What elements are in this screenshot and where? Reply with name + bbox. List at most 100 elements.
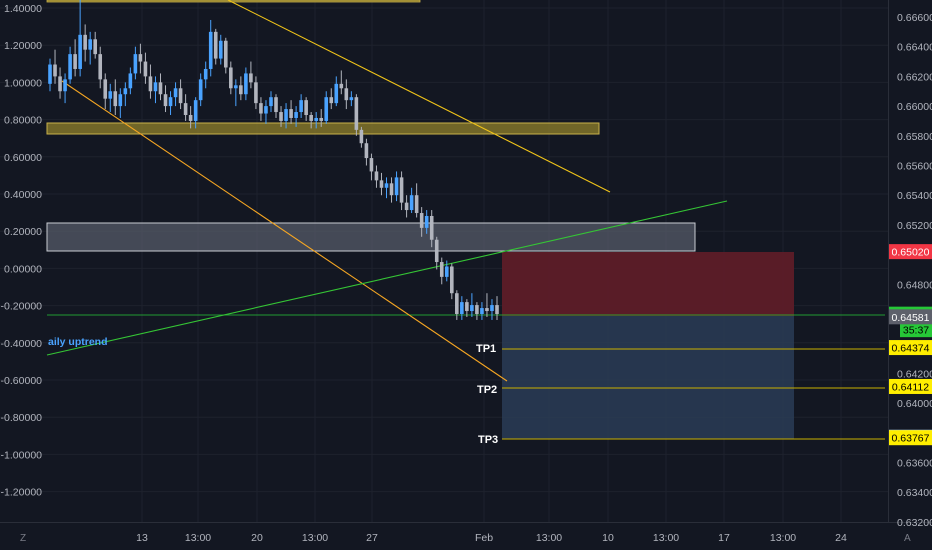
candlestick-series[interactable] <box>48 0 499 320</box>
candle-body <box>449 266 454 294</box>
top-supply-zone[interactable] <box>46 0 421 3</box>
countdown-bg <box>900 322 932 338</box>
supply-zone[interactable] <box>46 122 600 135</box>
left-axis-tick: 0.40000 <box>4 189 42 201</box>
candle-body <box>369 158 374 172</box>
candle-body <box>108 91 113 99</box>
candle-body <box>143 61 148 77</box>
candle-body <box>113 91 118 107</box>
candle-body <box>249 73 253 83</box>
time-axis-tick: 13:00 <box>302 532 328 544</box>
price-label[interactable]: 0.63767 <box>892 433 930 445</box>
right-axis-tick: 0.64000 <box>897 398 932 410</box>
price-label[interactable]: 0.65020 <box>892 247 930 259</box>
candle-body <box>319 117 324 121</box>
candle-body <box>389 183 394 196</box>
candle-body <box>58 76 62 92</box>
candle-body <box>475 305 479 314</box>
candle-body <box>289 109 293 118</box>
tp2-label: TP2 <box>477 384 497 396</box>
left-axis-tick: -0.20000 <box>1 301 43 313</box>
auto-scale-icon[interactable]: A <box>904 533 911 544</box>
candle-body <box>148 76 153 92</box>
right-axis-tick: 0.66600 <box>897 12 932 24</box>
time-axis-tick: Feb <box>475 532 493 544</box>
price-label-bg <box>889 378 932 394</box>
stop-loss-zone[interactable] <box>502 252 794 316</box>
channel-trendline[interactable] <box>61 80 508 382</box>
candle-body <box>394 177 399 196</box>
candle-body <box>98 54 103 80</box>
right-axis-tick: 0.66400 <box>897 42 932 54</box>
left-axis-tick: 0.20000 <box>4 226 42 238</box>
candle-body <box>138 54 143 62</box>
right-axis-tick: 0.65400 <box>897 190 932 202</box>
time-axis[interactable]: 13 13:00 20 13:00 27 Feb 13:00 10 13:00 17 13:00 24 <box>136 532 847 544</box>
uptrend-line[interactable] <box>46 200 728 356</box>
left-axis-tick: -0.60000 <box>1 375 43 387</box>
candle-body <box>123 88 128 95</box>
candle-body <box>78 34 82 69</box>
candle-body <box>495 305 499 314</box>
price-label-bg <box>889 430 932 446</box>
candle-body <box>284 109 288 121</box>
demand-zone[interactable] <box>46 222 696 252</box>
candle-body <box>48 64 52 84</box>
candle-body <box>485 308 489 312</box>
candle-body <box>163 94 168 107</box>
right-axis-tick: 0.66000 <box>897 101 932 113</box>
candle-body <box>264 106 268 114</box>
candle-body <box>173 88 178 98</box>
left-axis-tick: -1.00000 <box>1 449 43 461</box>
price-label[interactable]: 0.64112 <box>892 381 929 393</box>
candle-body <box>153 82 158 92</box>
price-label[interactable]: 0.64581 <box>892 312 930 324</box>
candle-body <box>83 34 87 50</box>
tp3-label: TP3 <box>478 434 498 446</box>
candle-body <box>399 177 404 203</box>
candle-body <box>68 54 72 80</box>
candle-body <box>128 73 133 89</box>
candle-body <box>88 39 92 50</box>
candle-body <box>424 215 429 228</box>
time-axis-tick: 13:00 <box>653 532 679 544</box>
candle-body <box>274 97 278 113</box>
candle-body <box>93 39 98 55</box>
candle-body <box>465 302 469 312</box>
candle-body <box>239 85 243 95</box>
price-label[interactable]: 0.64374 <box>892 343 930 355</box>
bar-countdown: 35:37 <box>903 325 929 337</box>
left-price-axis[interactable]: 1.40000 1.20000 1.00000 0.80000 0.60000 0.400… <box>1 3 43 499</box>
time-axis-tick: 17 <box>718 532 730 544</box>
left-axis-tick: 1.00000 <box>4 77 42 89</box>
candle-body <box>324 97 329 121</box>
candle-body <box>480 308 484 314</box>
left-axis-tick: -0.40000 <box>1 338 43 350</box>
right-axis-tick: 0.65600 <box>897 161 932 173</box>
log-scale-icon[interactable]: Z <box>20 533 26 544</box>
candle-body <box>218 40 223 59</box>
candle-body <box>103 79 108 99</box>
right-axis-tick: 0.63400 <box>897 487 932 499</box>
candle-body <box>444 266 449 277</box>
candle-body <box>455 293 459 314</box>
candle-body <box>354 97 359 130</box>
candle-body <box>344 88 349 101</box>
candle-body <box>183 103 188 116</box>
candle-body <box>203 68 208 80</box>
time-axis-tick: 20 <box>251 532 263 544</box>
candle-body <box>314 117 318 121</box>
resistance-trendline[interactable] <box>227 0 611 193</box>
candle-body <box>294 112 298 118</box>
candle-body <box>384 183 389 188</box>
candle-body <box>414 195 419 214</box>
take-profit-zone[interactable] <box>502 316 794 439</box>
time-axis-tick: 13:00 <box>536 532 562 544</box>
candle-body <box>158 82 163 95</box>
candle-body <box>259 103 263 114</box>
left-axis-tick: -0.80000 <box>1 412 43 424</box>
right-axis-tick: 0.64200 <box>897 368 932 380</box>
candle-body <box>73 54 77 69</box>
candle-body <box>329 97 334 104</box>
